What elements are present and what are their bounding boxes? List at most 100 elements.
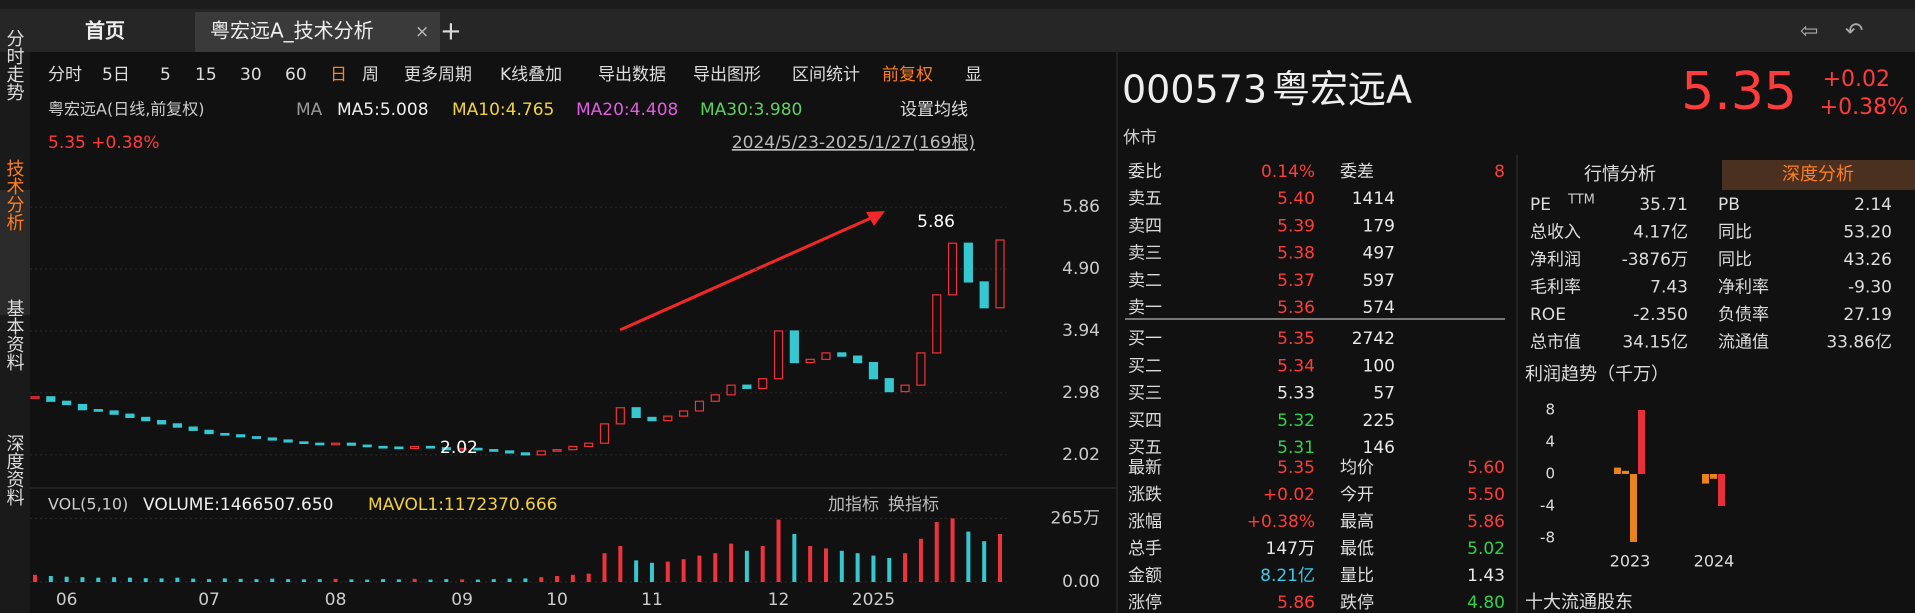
volume-bar bbox=[301, 579, 306, 582]
volume-bar bbox=[222, 578, 227, 582]
candle bbox=[963, 242, 973, 283]
candle bbox=[425, 445, 436, 449]
add-tab[interactable]: + bbox=[440, 17, 462, 47]
candle bbox=[330, 442, 341, 446]
add-indicator[interactable]: 加指标 bbox=[828, 495, 879, 515]
volume-bar bbox=[792, 534, 797, 582]
profit-bar bbox=[1718, 474, 1725, 506]
toolbar-item[interactable]: 日 bbox=[330, 65, 347, 85]
sidebar bbox=[0, 52, 30, 613]
volume-bar bbox=[808, 546, 813, 582]
toolbar-item[interactable]: 60 bbox=[285, 65, 307, 85]
low-annotation: 2.02 bbox=[440, 438, 478, 458]
stat-label: 金额 bbox=[1128, 566, 1162, 586]
profit-bar bbox=[1614, 467, 1621, 474]
sidebar-item[interactable]: 深度资料 bbox=[4, 434, 25, 506]
candle bbox=[520, 452, 531, 456]
volume-bar bbox=[855, 553, 860, 582]
volume-bar bbox=[112, 577, 117, 582]
candle bbox=[663, 415, 673, 422]
candle bbox=[726, 384, 736, 396]
panel-tab-active[interactable] bbox=[1722, 160, 1915, 190]
x-tick-label: 2024 bbox=[1694, 552, 1735, 571]
toolbar-item[interactable]: 导出数据 bbox=[598, 65, 666, 85]
volume-bar bbox=[428, 579, 433, 582]
undo-icon[interactable]: ↶ bbox=[1845, 19, 1863, 44]
fin-value: 2.14 bbox=[1854, 195, 1892, 215]
book-price: 5.39 bbox=[1277, 216, 1315, 236]
fin-value: 7.43 bbox=[1650, 278, 1688, 298]
date-range: 2024/5/23-2025/1/27(169根) bbox=[732, 133, 975, 153]
candle bbox=[853, 355, 863, 364]
stock-label: 粤宏远A(日线,前复权) bbox=[48, 100, 205, 119]
y-tick-label: 0 bbox=[1545, 465, 1555, 483]
volume-bar bbox=[460, 579, 465, 582]
toolbar-item[interactable]: 5日 bbox=[102, 65, 130, 85]
candle bbox=[267, 437, 277, 441]
toolbar-item[interactable]: 前复权 bbox=[882, 65, 933, 85]
toolbar-item[interactable]: 15 bbox=[195, 65, 217, 85]
candle bbox=[584, 442, 594, 448]
profit-bar bbox=[1622, 470, 1629, 474]
book-price: 5.40 bbox=[1277, 189, 1315, 209]
book-volume: 597 bbox=[1363, 271, 1395, 291]
volume-bar bbox=[681, 559, 686, 582]
volume-bar bbox=[887, 558, 892, 582]
profit-bar bbox=[1638, 410, 1645, 474]
book-volume: 179 bbox=[1363, 216, 1395, 236]
toolbar-item[interactable]: 显 bbox=[965, 65, 982, 85]
candle bbox=[109, 410, 119, 415]
back-icon[interactable]: ⇦ bbox=[1800, 19, 1818, 44]
toolbar-item[interactable]: 5 bbox=[160, 65, 171, 85]
fin-label: ROE bbox=[1530, 305, 1566, 325]
y-tick-label: 4.90 bbox=[1062, 259, 1100, 279]
sidebar-item[interactable]: 基本资料 bbox=[4, 299, 25, 371]
book-price: 5.34 bbox=[1277, 356, 1315, 376]
volume-bar bbox=[871, 555, 876, 582]
candle bbox=[568, 445, 578, 451]
toolbar-item[interactable]: K线叠加 bbox=[500, 65, 562, 85]
ma30: MA30:3.980 bbox=[700, 100, 802, 120]
ma-label: MA bbox=[296, 100, 323, 120]
candle bbox=[125, 413, 135, 419]
toolbar-item[interactable]: 30 bbox=[240, 65, 262, 85]
set-ma[interactable]: 设置均线 bbox=[900, 100, 968, 120]
volume-bar bbox=[96, 577, 101, 582]
stat-value: 1.43 bbox=[1467, 566, 1505, 586]
switch-indicator[interactable]: 换指标 bbox=[888, 495, 939, 515]
candle bbox=[900, 384, 910, 393]
sidebar-item[interactable]: 技术分析 bbox=[4, 159, 25, 231]
candle bbox=[821, 352, 831, 360]
candle bbox=[710, 394, 720, 402]
stat-label: 今开 bbox=[1340, 485, 1374, 505]
book-label: 买四 bbox=[1128, 411, 1162, 431]
fin-label: 同比 bbox=[1718, 223, 1752, 243]
fin-value: -3876万 bbox=[1622, 250, 1688, 270]
toolbar-item[interactable]: 更多周期 bbox=[404, 65, 472, 85]
active-tab-label[interactable]: 粤宏远A_技术分析 bbox=[210, 19, 374, 43]
holders-title: 十大流通股东 bbox=[1525, 592, 1633, 613]
book-label: 卖三 bbox=[1128, 244, 1162, 264]
volume-bar bbox=[270, 578, 275, 582]
candle bbox=[346, 442, 356, 446]
candle bbox=[156, 420, 167, 425]
x-tick-label: 08 bbox=[325, 590, 347, 610]
fin-value: -2.350 bbox=[1633, 305, 1688, 325]
toolbar-item[interactable]: 分时 bbox=[48, 65, 82, 85]
toolbar-item[interactable]: 区间统计 bbox=[792, 65, 860, 85]
volume-bar bbox=[475, 579, 480, 582]
close-tab[interactable]: × bbox=[415, 22, 429, 42]
volume-bar bbox=[396, 579, 401, 582]
panel-tab[interactable]: 行情分析 bbox=[1584, 164, 1656, 185]
active-tab[interactable] bbox=[195, 12, 440, 52]
stat-label: 总手 bbox=[1128, 539, 1162, 559]
volume-bar bbox=[349, 579, 354, 582]
stock-name: 粤宏远A bbox=[1272, 68, 1412, 112]
panel-tab[interactable]: 深度分析 bbox=[1782, 164, 1854, 185]
toolbar-item[interactable]: 周 bbox=[362, 65, 379, 85]
home-tab[interactable]: 首页 bbox=[85, 19, 125, 43]
toolbar-item[interactable]: 导出图形 bbox=[693, 65, 761, 85]
book-volume: 497 bbox=[1363, 244, 1395, 264]
volume-bar bbox=[286, 579, 291, 582]
sidebar-item[interactable]: 分时走势 bbox=[4, 29, 25, 101]
